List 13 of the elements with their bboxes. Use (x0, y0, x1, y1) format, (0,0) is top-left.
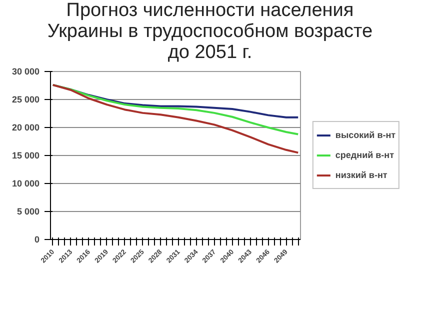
legend-label: низкий в-нт (335, 169, 388, 181)
y-tick-label: 10 000 (12, 178, 40, 188)
y-tick-label: 0 (34, 234, 40, 244)
y-tick-label: 5 000 (16, 206, 40, 216)
legend-label: средний в-нт (335, 149, 394, 161)
y-tick-label: 25 000 (12, 94, 40, 104)
line-series (52, 84, 300, 136)
y-tick-label: 20 000 (12, 122, 40, 132)
legend-label: высокий в-нт (335, 129, 396, 141)
y-tick-label: 30 000 (12, 66, 40, 76)
line-series (52, 84, 300, 154)
chart-title: Прогноз численности населения Украины в трудоспособном возрасте до 2051 г. (47, 0, 373, 63)
y-tick-label: 15 000 (12, 150, 40, 160)
